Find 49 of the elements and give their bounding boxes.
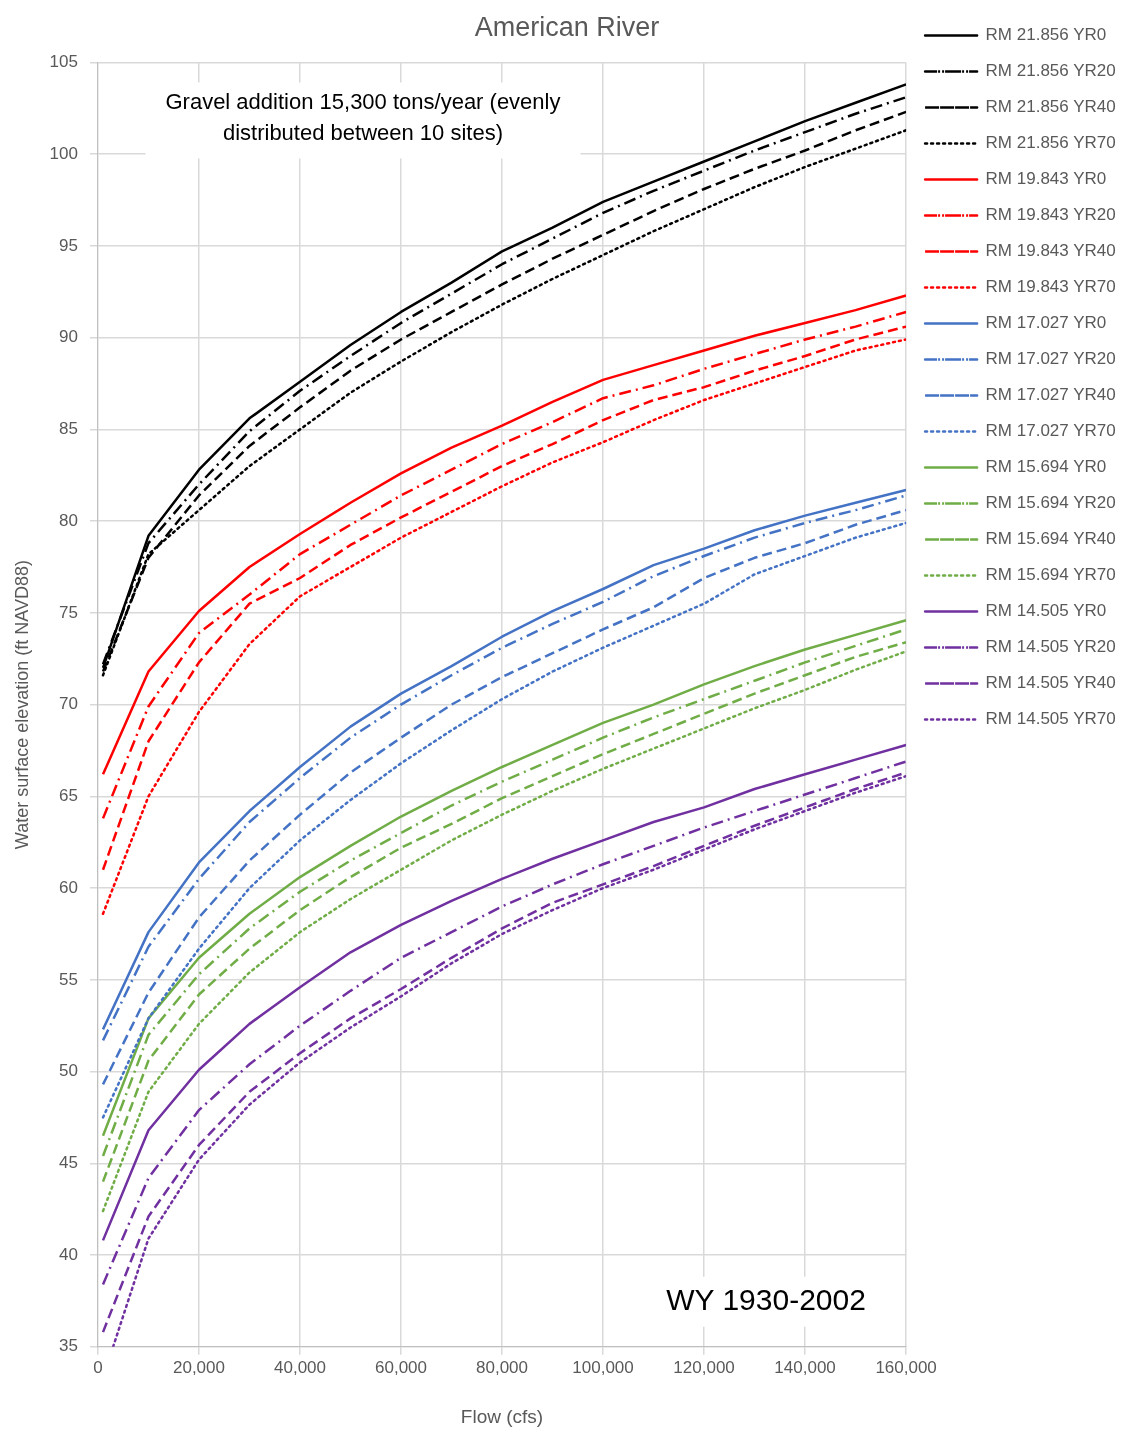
x-tick-label: 140,000 (774, 1357, 836, 1377)
legend-label: RM 17.027 YR40 (985, 385, 1116, 405)
legend-label: RM 15.694 YR40 (985, 529, 1116, 549)
legend-label: RM 14.505 YR70 (985, 709, 1116, 729)
legend-label: RM 17.027 YR20 (985, 349, 1116, 369)
y-tick-label: 45 (59, 1153, 78, 1172)
x-tick-label: 60,000 (375, 1357, 428, 1377)
legend-label: RM 17.027 YR0 (985, 313, 1107, 333)
legend-label: RM 19.843 YR40 (985, 241, 1116, 261)
legend-label: RM 19.843 YR20 (985, 205, 1116, 225)
y-tick-label: 50 (59, 1061, 78, 1081)
y-tick-label: 75 (59, 602, 78, 622)
y-tick-label: 95 (59, 235, 78, 255)
chart-title: American River (474, 11, 660, 42)
x-tick-label: 120,000 (673, 1357, 735, 1377)
y-tick-label: 70 (59, 694, 78, 714)
legend-label: RM 14.505 YR20 (985, 637, 1116, 657)
y-tick-label: 40 (59, 1244, 78, 1264)
legend-label: RM 21.856 YR70 (985, 133, 1116, 153)
x-tick-label: 20,000 (172, 1357, 225, 1377)
annotation: WY 1930-2002 (666, 1283, 866, 1317)
y-tick-label: 90 (59, 327, 78, 347)
legend-label: RM 14.505 YR0 (985, 601, 1107, 621)
legend-label: RM 21.856 YR20 (985, 61, 1116, 81)
legend-label: RM 19.843 YR0 (985, 169, 1107, 189)
legend-label: RM 21.856 YR40 (985, 97, 1116, 117)
x-tick-label: 100,000 (572, 1357, 634, 1377)
y-tick-label: 100 (49, 143, 78, 163)
x-tick-label: 0 (93, 1357, 103, 1377)
y-tick-label: 85 (59, 419, 78, 439)
y-axis-title: Water surface elevation (ft NAVD88) (11, 560, 32, 850)
y-tick-label: 35 (59, 1336, 78, 1356)
legend-label: RM 17.027 YR70 (985, 421, 1116, 441)
x-tick-label: 80,000 (476, 1357, 529, 1377)
x-tick-label: 40,000 (274, 1357, 326, 1377)
legend-label: RM 15.694 YR0 (985, 457, 1107, 477)
y-tick-label: 80 (59, 510, 78, 530)
legend-label: RM 21.856 YR0 (985, 25, 1107, 45)
y-tick-label: 55 (59, 969, 78, 989)
legend-label: RM 15.694 YR70 (985, 565, 1116, 585)
legend-label: RM 14.505 YR40 (985, 673, 1116, 693)
y-tick-label: 105 (49, 52, 78, 72)
annotation: Gravel addition 15,300 tons/year (evenly distributed between 10 sites) (165, 89, 561, 146)
y-tick-label: 60 (59, 877, 78, 897)
x-axis-title: Flow (cfs) (460, 1405, 544, 1427)
y-tick-label: 65 (59, 786, 78, 806)
legend-label: RM 15.694 YR20 (985, 493, 1116, 513)
legend-label: RM 19.843 YR70 (985, 277, 1116, 297)
x-tick-label: 160,000 (875, 1357, 937, 1377)
